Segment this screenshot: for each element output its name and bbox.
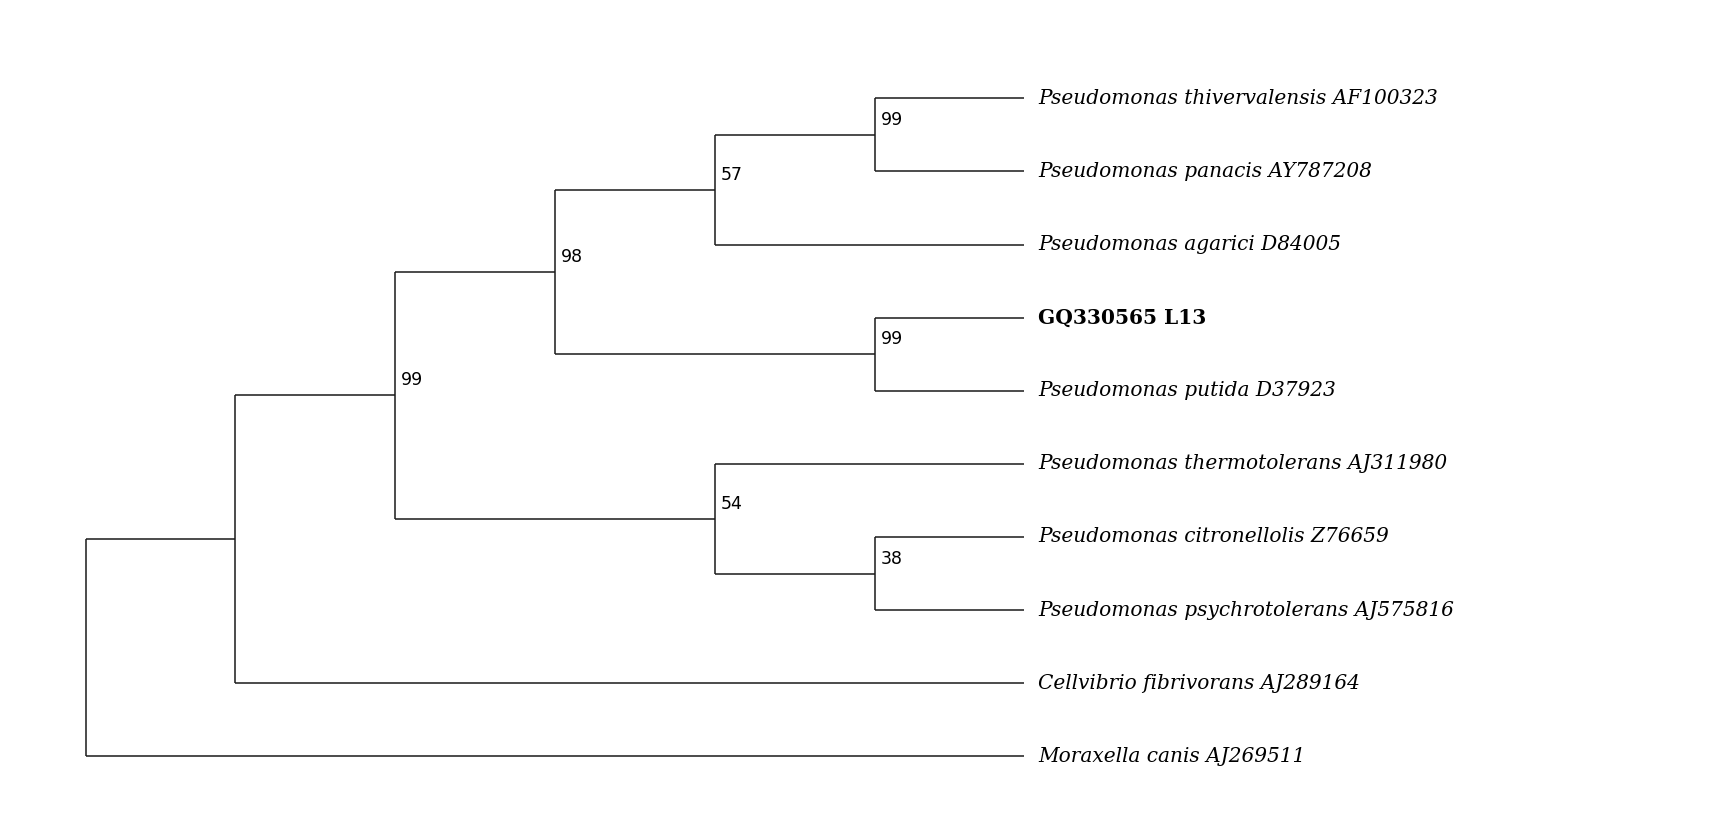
Text: 99: 99	[881, 330, 904, 349]
Text: Pseudomonas thermotolerans AJ311980: Pseudomonas thermotolerans AJ311980	[1039, 454, 1446, 474]
Text: 99: 99	[401, 371, 423, 390]
Text: 99: 99	[881, 111, 904, 129]
Text: Pseudomonas agarici D84005: Pseudomonas agarici D84005	[1039, 235, 1341, 254]
Text: Pseudomonas panacis AY787208: Pseudomonas panacis AY787208	[1039, 162, 1372, 181]
Text: 98: 98	[562, 248, 582, 266]
Text: Pseudomonas citronellolis Z76659: Pseudomonas citronellolis Z76659	[1039, 528, 1389, 547]
Text: Pseudomonas putida D37923: Pseudomonas putida D37923	[1039, 381, 1336, 400]
Text: 57: 57	[721, 165, 743, 184]
Text: 54: 54	[721, 495, 743, 513]
Text: 38: 38	[881, 549, 904, 568]
Text: GQ330565 L13: GQ330565 L13	[1039, 307, 1206, 328]
Text: Cellvibrio fibrivorans AJ289164: Cellvibrio fibrivorans AJ289164	[1039, 674, 1360, 693]
Text: Pseudomonas psychrotolerans AJ575816: Pseudomonas psychrotolerans AJ575816	[1039, 601, 1453, 620]
Text: Moraxella canis AJ269511: Moraxella canis AJ269511	[1039, 747, 1305, 766]
Text: Pseudomonas thivervalensis AF100323: Pseudomonas thivervalensis AF100323	[1039, 89, 1438, 108]
